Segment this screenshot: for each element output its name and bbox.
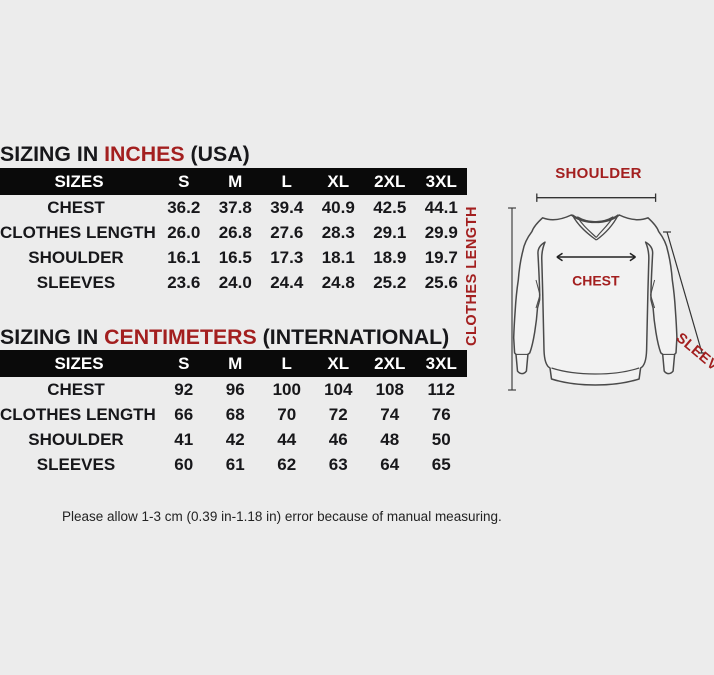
svg-text:SHOULDER: SHOULDER: [555, 165, 642, 182]
svg-text:CHEST: CHEST: [572, 272, 620, 288]
